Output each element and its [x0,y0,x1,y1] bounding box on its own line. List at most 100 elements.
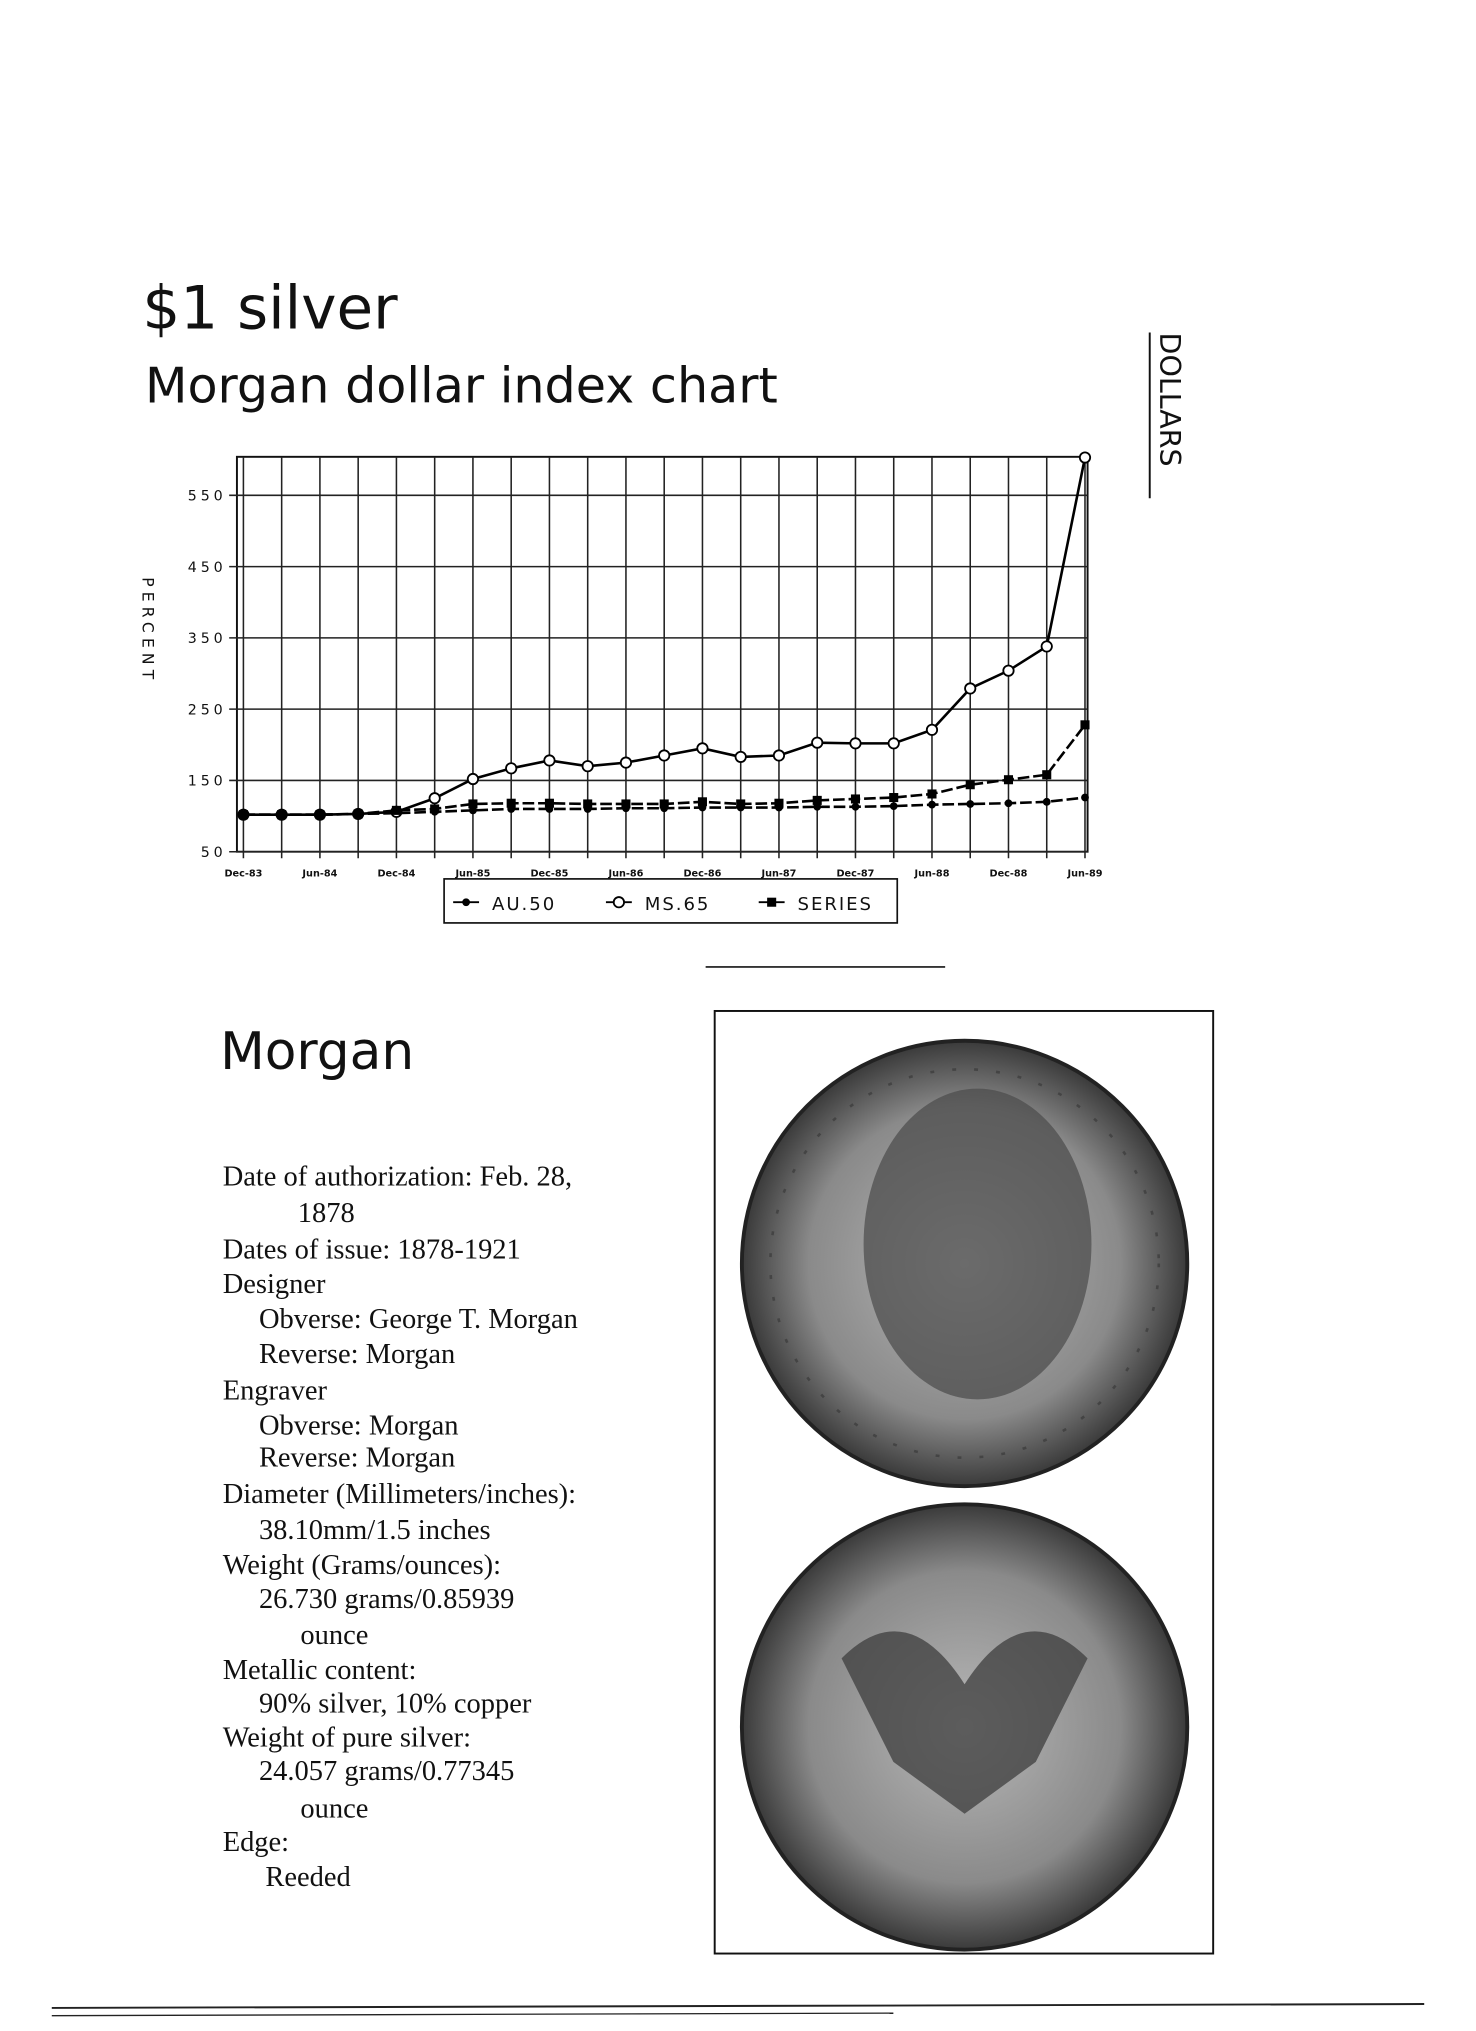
spec-line: 38.10mm/1.5 inches [259,1515,491,1546]
legend-marker [462,898,470,907]
page-title: $1 silver [142,275,398,344]
spec-list: Date of authorization: Feb. 28, 1878 Dates… [223,1162,578,1893]
x-tick-label: Dec-86 [683,868,721,879]
point [965,780,975,790]
point [697,797,707,807]
coin-eagle [841,1631,1088,1814]
point [621,799,631,809]
y-tick-label: 550 [188,488,227,504]
point [851,802,860,811]
spec-line: Reverse: Morgan [259,1443,455,1474]
spec-line: 90% silver, 10% copper [259,1689,532,1720]
spec-line: 1878 [298,1198,355,1229]
point [428,792,441,805]
coin-portrait [863,1088,1092,1400]
bottom-rule [51,2012,894,2017]
y-tick-label: 50 [201,845,227,861]
bottom-rule [51,2003,1425,2009]
point [925,723,939,736]
point [889,802,898,810]
y-tick-label: 450 [188,560,227,576]
point [927,789,937,799]
spec-line: Engraver [223,1375,328,1406]
point [928,800,936,809]
point [736,799,746,809]
point [543,754,556,767]
spec-line: Date of authorization: Feb. 28, [223,1162,572,1193]
spec-line: Metallic content: [223,1655,417,1686]
x-tick-label: Dec-85 [530,868,568,879]
point [1042,770,1052,780]
x-tick-label: Dec-87 [837,868,875,879]
point [964,682,977,695]
spec-line: ounce [300,1620,368,1651]
point [1078,451,1092,464]
spec-line: Diameter (Millimeters/inches): [223,1479,576,1510]
point [850,794,860,804]
legend-label: AU.50 [492,894,556,915]
point [505,762,518,775]
point [544,798,554,808]
x-tick-label: Jun-89 [1067,868,1103,879]
point [277,810,287,820]
spec-line: ounce [300,1794,368,1825]
point [1004,799,1013,808]
spec-line: Weight (Grams/ounces): [223,1550,501,1581]
point [1040,640,1053,653]
x-tick-label: Jun-87 [760,868,796,879]
x-tick-label: Jun-84 [301,868,337,879]
point [734,750,747,763]
point [1081,793,1089,802]
x-tick-label: Dec-84 [377,868,415,879]
spec-line: Reeded [265,1862,350,1893]
point [619,756,633,769]
spec-line: Designer [223,1269,326,1300]
section-title: Morgan [220,1022,414,1082]
spec-line: 24.057 grams/0.77345 [259,1756,514,1787]
point [581,760,594,773]
x-tick-label: Dec-88 [990,868,1028,879]
y-tick-label: 250 [188,702,227,718]
point [811,736,824,749]
y-tick-label: 350 [188,631,227,647]
spec-line: Weight of pure silver: [223,1722,471,1753]
legend-label: SERIES [798,894,873,915]
side-label: DOLLARS [1153,333,1186,467]
spec-line: Obverse: Morgan [259,1410,459,1441]
point [774,798,784,808]
point [659,799,669,809]
point [772,749,786,762]
point [1080,720,1090,730]
point [353,809,363,819]
y-axis-label: PERCENT [139,577,157,684]
point [468,799,478,809]
point [391,805,401,815]
spec-line: Obverse: George T. Morgan [259,1304,578,1335]
x-tick-label: Jun-86 [607,868,643,879]
point [1042,797,1051,806]
point [849,737,862,750]
chart: 50 150 250 350 450 550 Dec-83 Jun-84 Dec-84 Jun-8… [139,451,1103,924]
x-tick-label: Dec-83 [224,868,262,879]
point [696,742,709,755]
y-tick-label: 150 [188,774,227,790]
point [583,799,593,809]
x-tick-label: Jun-88 [913,868,949,879]
point [1003,775,1014,785]
point [506,798,516,808]
point [812,795,822,805]
legend-marker [612,896,625,909]
point [966,800,975,808]
legend-marker [767,897,777,907]
point [887,737,900,750]
point [238,810,248,820]
point [658,749,671,762]
legend-box [443,878,899,924]
point [315,810,325,820]
point [1002,664,1015,677]
spec-line: Dates of issue: 1878-1921 [223,1234,521,1265]
point [430,804,440,814]
spec-line: 26.730 grams/0.85939 [259,1584,514,1615]
coin-frame [713,1009,1215,1955]
